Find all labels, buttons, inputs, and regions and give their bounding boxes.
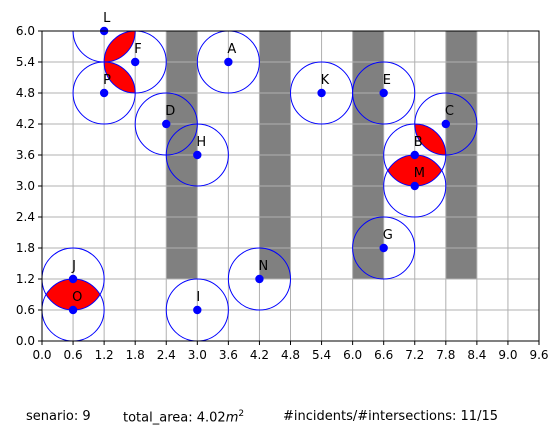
point-G bbox=[379, 244, 387, 252]
point-C bbox=[442, 120, 450, 128]
point-label-J: J bbox=[71, 259, 76, 274]
total-area-unit: m bbox=[226, 410, 239, 425]
point-label-D: D bbox=[165, 104, 175, 119]
total-area-value: total_area: 4.02 bbox=[123, 410, 226, 425]
y-tick-label-3: 1.8 bbox=[16, 241, 35, 255]
y-tick-label-2: 1.2 bbox=[16, 272, 35, 286]
total-area-exponent: 2 bbox=[238, 409, 244, 419]
point-label-F: F bbox=[134, 42, 141, 57]
x-axis-ticks: 0.0 0.6 1.2 1.8 2.4 3.0 3.6 4.2 4.8 5.4 6.0 6.6 7.2 7… bbox=[32, 341, 548, 362]
point-label-B: B bbox=[414, 135, 423, 150]
y-tick-label-1: 0.6 bbox=[16, 303, 35, 317]
x-tick-label-3: 1.8 bbox=[126, 348, 145, 362]
point-label-N: N bbox=[258, 259, 268, 274]
x-tick-label-8: 4.8 bbox=[281, 348, 300, 362]
point-H bbox=[193, 151, 201, 159]
point-label-G: G bbox=[383, 228, 393, 243]
y-tick-label-4: 2.4 bbox=[16, 210, 35, 224]
point-F bbox=[131, 58, 139, 66]
point-J bbox=[69, 275, 77, 283]
x-tick-label-16: 9.6 bbox=[529, 348, 548, 362]
point-label-O: O bbox=[72, 290, 82, 305]
point-label-C: C bbox=[445, 104, 454, 119]
point-label-P: P bbox=[103, 73, 111, 88]
x-tick-label-1: 0.6 bbox=[64, 348, 83, 362]
point-D bbox=[162, 120, 170, 128]
y-axis-ticks: 0.0 0.6 1.2 1.8 2.4 3.0 3.6 4.2 4.8 5.4 6.0 bbox=[16, 24, 42, 348]
point-E bbox=[379, 89, 387, 97]
incidents-ratio-label: #incidents/#intersections: 11/15 bbox=[283, 409, 498, 424]
point-label-I: I bbox=[196, 290, 200, 305]
point-label-M: M bbox=[414, 166, 425, 181]
x-tick-label-0: 0.0 bbox=[32, 348, 51, 362]
point-N bbox=[255, 275, 263, 283]
y-tick-label-10: 6.0 bbox=[16, 24, 35, 38]
x-tick-label-9: 5.4 bbox=[312, 348, 331, 362]
point-label-H: H bbox=[196, 135, 206, 150]
x-tick-label-12: 7.2 bbox=[405, 348, 424, 362]
y-tick-label-6: 3.6 bbox=[16, 148, 35, 162]
y-tick-label-9: 5.4 bbox=[16, 55, 35, 69]
x-tick-label-15: 9.0 bbox=[498, 348, 517, 362]
point-P bbox=[100, 89, 108, 97]
y-tick-label-5: 3.0 bbox=[16, 179, 35, 193]
y-tick-label-7: 4.2 bbox=[16, 117, 35, 131]
x-tick-label-13: 7.8 bbox=[436, 348, 455, 362]
point-label-A: A bbox=[227, 42, 236, 57]
point-I bbox=[193, 306, 201, 314]
scenario-plot: L F A P K E D C H B M G J N O I 0.0 0.6 1.2 1.8 2.4 3.0 3.6 4.… bbox=[0, 0, 558, 400]
point-O bbox=[69, 306, 77, 314]
x-tick-label-5: 3.0 bbox=[188, 348, 207, 362]
x-tick-label-6: 3.6 bbox=[219, 348, 238, 362]
point-M bbox=[411, 182, 419, 190]
total-area-label: total_area: 4.02m2 bbox=[123, 409, 244, 425]
point-label-L: L bbox=[103, 11, 111, 26]
x-tick-label-14: 8.4 bbox=[467, 348, 486, 362]
x-tick-label-10: 6.0 bbox=[343, 348, 362, 362]
x-tick-label-7: 4.2 bbox=[250, 348, 269, 362]
x-tick-label-4: 2.4 bbox=[157, 348, 176, 362]
point-B bbox=[411, 151, 419, 159]
x-tick-label-2: 1.2 bbox=[95, 348, 114, 362]
point-A bbox=[224, 58, 232, 66]
point-label-K: K bbox=[321, 73, 330, 88]
point-label-E: E bbox=[383, 73, 391, 88]
scenario-label: senario: 9 bbox=[26, 409, 91, 424]
y-tick-label-0: 0.0 bbox=[16, 334, 35, 348]
x-tick-label-11: 6.6 bbox=[374, 348, 393, 362]
point-K bbox=[317, 89, 325, 97]
y-tick-label-8: 4.8 bbox=[16, 86, 35, 100]
